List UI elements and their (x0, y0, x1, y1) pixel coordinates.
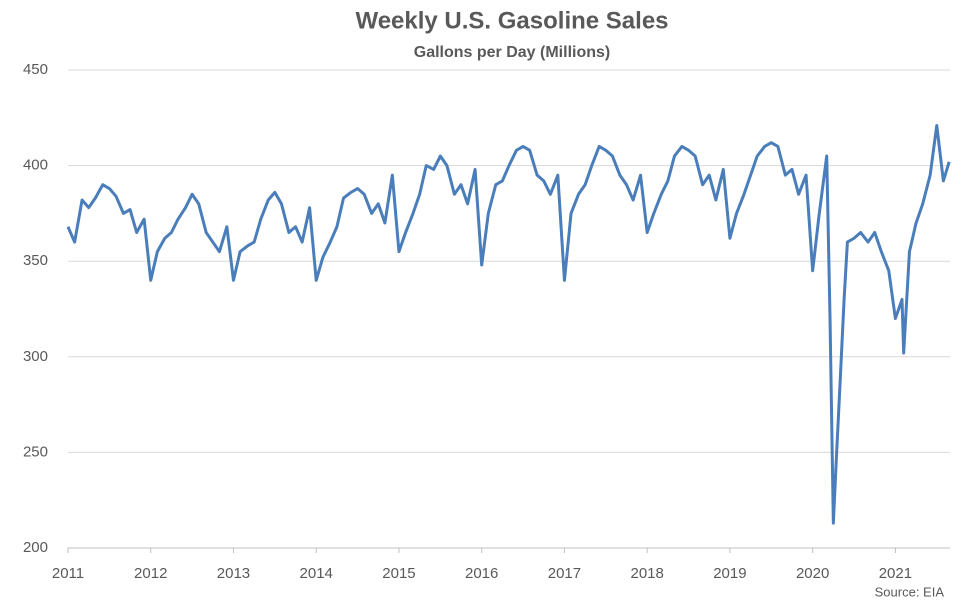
x-tick-label: 2015 (382, 565, 415, 582)
y-tick-label: 350 (23, 252, 48, 269)
data-line (66, 123, 951, 525)
x-tick-label: 2017 (548, 565, 581, 582)
x-tick-label: 2021 (879, 565, 912, 582)
y-tick-label: 400 (23, 157, 48, 174)
x-tick-label: 2016 (465, 565, 498, 582)
source-note: Source: EIA (875, 584, 945, 599)
chart-subtitle: Gallons per Day (Millions) (414, 44, 610, 61)
x-tick-label: 2013 (217, 565, 250, 582)
x-tick-label: 2011 (52, 565, 84, 582)
y-tick-label: 250 (23, 443, 48, 460)
x-tick-label: 2018 (630, 565, 663, 582)
x-tick-label: 2019 (713, 565, 746, 582)
x-tick-label: 2012 (134, 565, 167, 582)
x-tick-label: 2020 (796, 565, 829, 582)
y-tick-label: 300 (23, 348, 48, 365)
y-tick-label: 200 (23, 539, 48, 556)
x-tick-label: 2014 (300, 565, 333, 582)
y-tick-label: 450 (23, 61, 48, 78)
chart-title: Weekly U.S. Gasoline Sales (355, 7, 668, 34)
